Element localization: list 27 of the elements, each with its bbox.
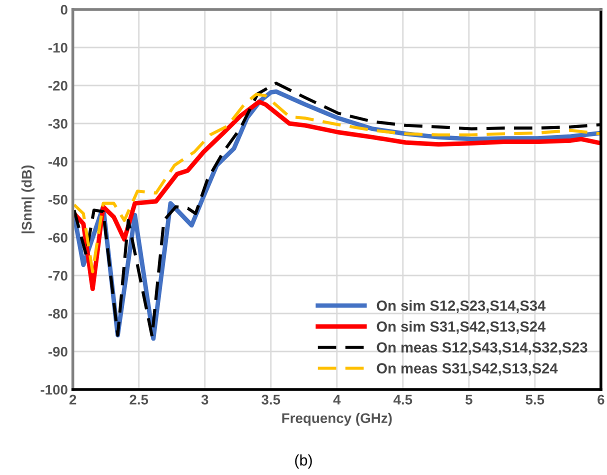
y-tick-label: -20 bbox=[48, 80, 68, 91]
y-axis-title: |Snm| (dB) bbox=[21, 165, 35, 234]
legend-label: On sim S12,S23,S14,S34 bbox=[376, 300, 546, 313]
y-tick-label: -90 bbox=[48, 346, 68, 357]
x-tick-label: 5 bbox=[465, 394, 472, 405]
text: (b) bbox=[295, 454, 312, 469]
legend-label: On meas S12,S43,S14,S32,S23 bbox=[376, 342, 588, 355]
y-tick-label: -80 bbox=[48, 308, 68, 319]
x-axis-title: Frequency (GHz) bbox=[282, 412, 392, 426]
x-tick-label: 5.5 bbox=[526, 394, 544, 405]
x-tick-label: 6 bbox=[598, 394, 604, 405]
y-tick-label: -40 bbox=[48, 156, 68, 167]
x-tick-label: 2.5 bbox=[130, 394, 148, 405]
x-tick-label: 3.5 bbox=[262, 394, 280, 405]
x-tick-label: 4.5 bbox=[393, 394, 412, 405]
x-tick-label: 3 bbox=[201, 394, 208, 405]
y-tick-label: -50 bbox=[48, 194, 68, 205]
y-tick-label: -30 bbox=[48, 118, 68, 129]
y-tick-label: 0 bbox=[60, 4, 68, 15]
y-tick-label: -100 bbox=[40, 384, 68, 395]
legend-label: On sim S31,S42,S13,S24 bbox=[376, 321, 546, 334]
x-tick-label: 2 bbox=[69, 394, 76, 404]
y-tick-label: -70 bbox=[48, 270, 68, 281]
legend-label: On meas S31,S42,S13,S24 bbox=[376, 363, 558, 376]
y-tick-label: -60 bbox=[48, 232, 68, 243]
y-tick-label: -10 bbox=[48, 42, 68, 53]
x-tick-label: 4 bbox=[333, 394, 341, 404]
